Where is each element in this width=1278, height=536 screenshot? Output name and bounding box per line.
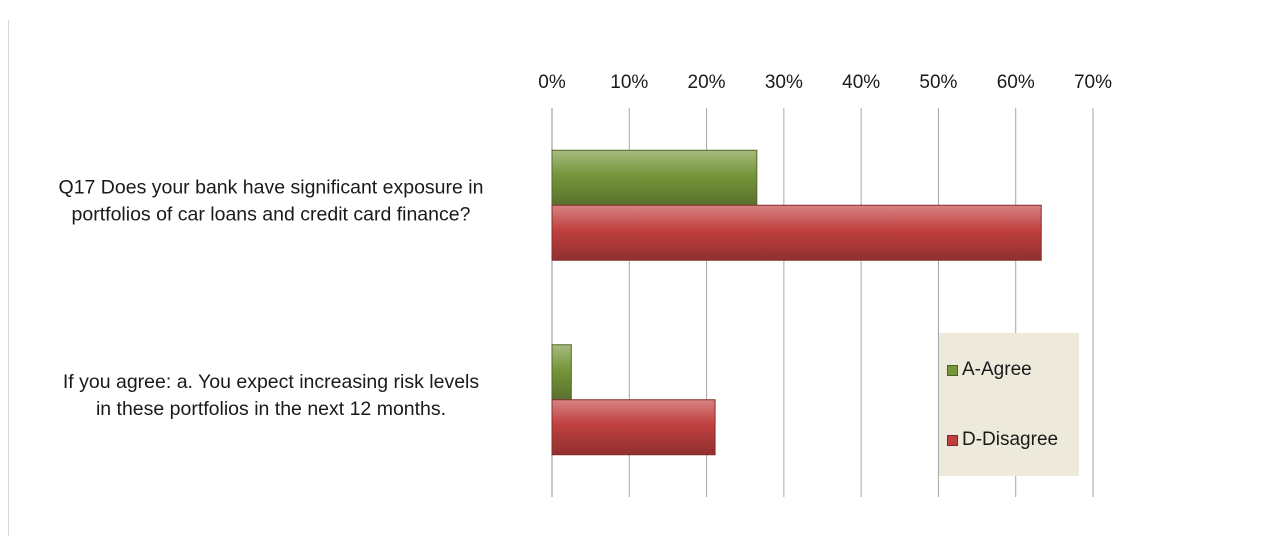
x-tick-label: 30%	[765, 72, 803, 93]
legend-swatch-agree	[947, 364, 958, 376]
category-label: portfolios of car loans and credit card …	[72, 203, 471, 225]
bar-d-disagree	[551, 204, 1042, 261]
category-label: Q17 Does your bank have significant expo…	[59, 176, 484, 198]
category-label: in these portfolios in the next 12 month…	[96, 398, 446, 420]
legend-label-agree: A-Agree	[962, 359, 1032, 380]
x-tick-label: 10%	[610, 72, 648, 93]
legend-label-disagree: D-Disagree	[962, 429, 1059, 450]
x-tick-label: 0%	[538, 72, 566, 93]
legend-item-disagree: D-Disagree	[947, 429, 1058, 451]
legend-item-agree: A-Agree	[947, 359, 1032, 381]
x-tick-label: 70%	[1074, 72, 1112, 93]
bar-d-disagree	[551, 399, 716, 456]
bar-a-agree	[551, 344, 572, 401]
category-label: If you agree: a. You expect increasing r…	[63, 371, 479, 393]
left-border-line	[8, 20, 9, 536]
x-tick-label: 60%	[997, 72, 1035, 93]
bar-a-agree	[551, 149, 758, 206]
x-tick-label: 20%	[688, 72, 726, 93]
legend-swatch-disagree	[947, 434, 958, 446]
x-tick-label: 50%	[919, 72, 957, 93]
legend: A-Agree D-Disagree	[939, 333, 1079, 476]
x-tick-label: 40%	[842, 72, 880, 93]
